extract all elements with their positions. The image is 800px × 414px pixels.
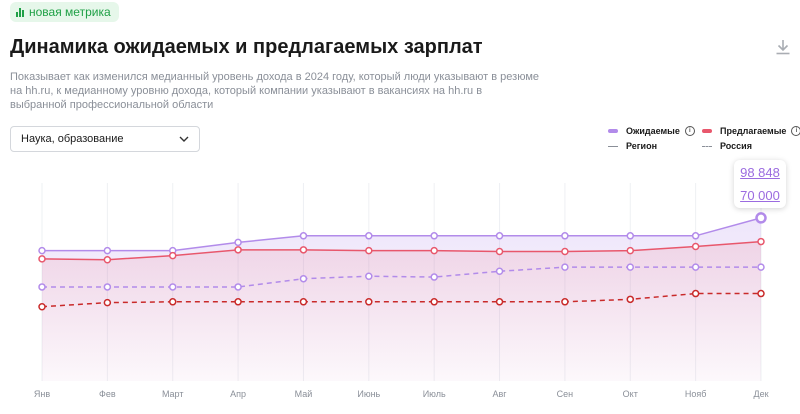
data-point[interactable] bbox=[234, 238, 242, 247]
tooltip-expected-value: 98 848 bbox=[740, 165, 780, 180]
value-tooltip: 98 848 70 000 bbox=[734, 160, 786, 208]
data-point[interactable] bbox=[234, 298, 242, 306]
data-point[interactable] bbox=[757, 237, 765, 246]
legend-expected[interactable]: Ожидаемые i bbox=[608, 126, 695, 136]
series-line bbox=[42, 217, 762, 252]
chart-description: Показывает как изменился медианный урове… bbox=[10, 71, 540, 111]
salary-line-chart: Янв Фев Март Апр Май Июнь Июль Авг Сен Окт Нояб Дек bbox=[34, 183, 769, 399]
legend-offered[interactable]: Предлагаемые i bbox=[702, 126, 800, 136]
x-tick-label: Авг bbox=[493, 389, 508, 399]
data-point[interactable] bbox=[430, 232, 438, 240]
legend-region: Регион bbox=[608, 141, 657, 151]
profession-select[interactable]: Наука, образование bbox=[10, 126, 200, 152]
data-point[interactable] bbox=[561, 298, 569, 306]
data-point[interactable] bbox=[103, 246, 112, 255]
data-point[interactable] bbox=[626, 232, 635, 240]
data-point[interactable] bbox=[103, 283, 112, 291]
badge-label: новая метрика bbox=[29, 5, 111, 19]
data-point[interactable] bbox=[755, 212, 767, 224]
data-point[interactable] bbox=[168, 283, 177, 291]
data-point[interactable] bbox=[495, 298, 504, 306]
legend-swatch-offered bbox=[702, 129, 712, 133]
info-icon[interactable]: i bbox=[684, 126, 695, 136]
chevron-down-icon bbox=[179, 136, 189, 142]
data-point[interactable] bbox=[691, 232, 700, 240]
legend-swatch-expected bbox=[608, 129, 618, 133]
data-point[interactable] bbox=[626, 295, 635, 304]
data-point[interactable] bbox=[691, 263, 700, 271]
x-tick-label: Дек bbox=[753, 389, 768, 399]
x-tick-label: Июль bbox=[423, 389, 446, 399]
x-tick-label: Фев bbox=[99, 389, 116, 399]
x-tick-label: Июнь bbox=[357, 389, 380, 399]
x-tick-label: Апр bbox=[230, 389, 246, 399]
data-point[interactable] bbox=[168, 298, 177, 306]
data-point[interactable] bbox=[38, 303, 46, 311]
data-point[interactable] bbox=[691, 289, 700, 298]
new-metric-badge: новая метрика bbox=[10, 2, 119, 22]
x-tick-label: Март bbox=[162, 389, 184, 399]
legend-expected-label: Ожидаемые bbox=[626, 126, 680, 136]
data-point[interactable] bbox=[38, 255, 46, 263]
data-point[interactable] bbox=[626, 263, 635, 271]
data-point[interactable] bbox=[430, 273, 438, 281]
x-tick-label: Май bbox=[295, 389, 313, 399]
legend-offered-label: Предлагаемые bbox=[720, 126, 787, 136]
x-tick-label: Окт bbox=[623, 389, 638, 399]
data-point[interactable] bbox=[561, 263, 569, 271]
series-line bbox=[41, 240, 762, 261]
data-point[interactable] bbox=[691, 242, 700, 251]
data-point[interactable] bbox=[234, 283, 242, 291]
data-point[interactable] bbox=[430, 246, 438, 255]
data-point[interactable] bbox=[103, 255, 112, 264]
bar-chart-icon bbox=[16, 7, 24, 17]
page-title: Динамика ожидаемых и предлагаемых зарпла… bbox=[10, 36, 483, 58]
data-point[interactable] bbox=[365, 232, 373, 240]
data-point[interactable] bbox=[365, 246, 373, 255]
legend-russia-label: Россия bbox=[720, 141, 752, 151]
data-point[interactable] bbox=[38, 283, 46, 291]
data-point[interactable] bbox=[234, 246, 242, 254]
x-tick-label: Сен bbox=[557, 389, 574, 399]
legend-solid-line bbox=[608, 145, 618, 147]
data-point[interactable] bbox=[299, 246, 308, 254]
tooltip-offered-value: 70 000 bbox=[740, 188, 780, 203]
data-point[interactable] bbox=[299, 298, 308, 306]
data-point[interactable] bbox=[299, 274, 308, 283]
data-point[interactable] bbox=[299, 232, 308, 240]
data-point[interactable] bbox=[495, 232, 504, 240]
data-point[interactable] bbox=[365, 272, 373, 280]
info-icon[interactable]: i bbox=[791, 126, 800, 136]
data-point[interactable] bbox=[495, 267, 504, 276]
data-point[interactable] bbox=[561, 232, 569, 240]
data-point[interactable] bbox=[38, 246, 46, 255]
data-point[interactable] bbox=[626, 246, 635, 255]
legend-dashed-line bbox=[702, 145, 712, 147]
legend-region-label: Регион bbox=[626, 141, 657, 151]
x-tick-label: Нояб bbox=[685, 389, 707, 399]
data-point[interactable] bbox=[561, 247, 569, 256]
profession-select-value: Наука, образование bbox=[21, 133, 124, 145]
data-point[interactable] bbox=[757, 263, 765, 271]
series-line bbox=[41, 292, 761, 308]
legend-russia: Россия bbox=[702, 141, 752, 151]
series-line bbox=[42, 266, 761, 288]
download-icon[interactable] bbox=[774, 38, 792, 56]
x-tick-label: Янв bbox=[34, 389, 50, 399]
data-point[interactable] bbox=[103, 298, 112, 307]
data-point[interactable] bbox=[495, 247, 504, 256]
data-point[interactable] bbox=[757, 289, 765, 298]
data-point[interactable] bbox=[168, 251, 177, 260]
data-point[interactable] bbox=[365, 298, 373, 306]
data-point[interactable] bbox=[430, 298, 438, 306]
series-area bbox=[42, 241, 761, 381]
